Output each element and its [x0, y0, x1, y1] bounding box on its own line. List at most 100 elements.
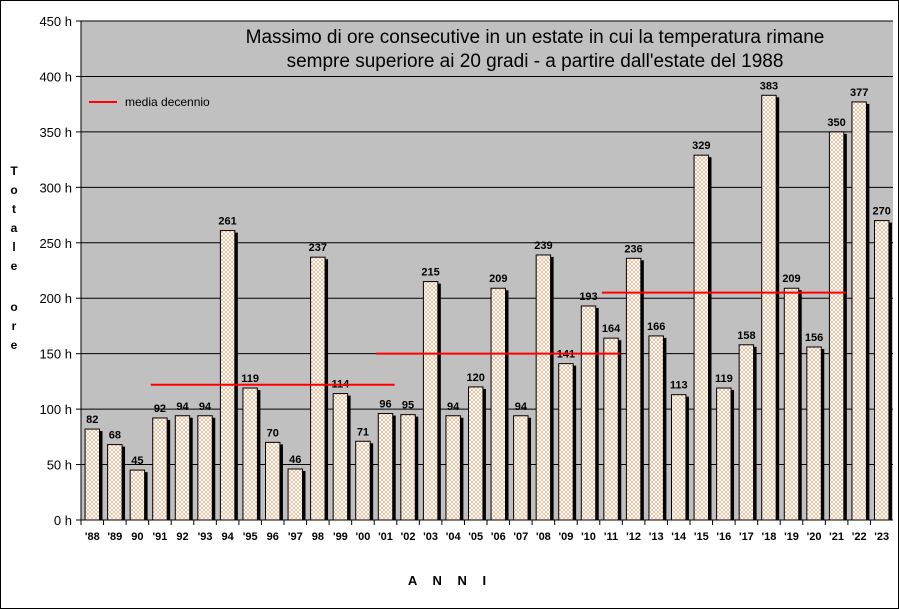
- bar-18: [761, 94, 777, 521]
- data-label: 94: [199, 401, 212, 413]
- y-axis-title-letter: o: [10, 183, 17, 197]
- y-tick-label: 350 h: [39, 125, 72, 140]
- y-axis-title-letter: o: [10, 300, 17, 314]
- bar-88: [84, 428, 100, 521]
- bar-20: [806, 346, 822, 521]
- bar-90: [129, 469, 146, 521]
- bar-23: [874, 220, 890, 521]
- bar-91: [152, 417, 168, 521]
- data-label: 95: [402, 400, 414, 412]
- plot-area: [81, 21, 893, 520]
- bar-22: [851, 101, 867, 521]
- x-tick-label: 96: [267, 531, 279, 543]
- data-label: 383: [760, 80, 778, 92]
- bar-09: [558, 363, 574, 521]
- y-tick-label: 300 h: [39, 180, 72, 195]
- data-label: 156: [805, 332, 823, 344]
- bar-97: [287, 468, 303, 521]
- data-label: 237: [309, 242, 327, 254]
- x-tick-label: '17: [739, 531, 754, 543]
- x-tick-label: '97: [288, 531, 303, 543]
- bar-16: [716, 387, 732, 521]
- data-label: 96: [379, 399, 391, 411]
- bar-10: [580, 305, 597, 521]
- y-tick-label: 450 h: [39, 14, 72, 29]
- x-tick-label: '05: [468, 531, 483, 543]
- x-tick-label: '21: [829, 531, 844, 543]
- x-tick-label: 92: [176, 531, 188, 543]
- x-tick-label: '18: [762, 531, 777, 543]
- y-tick-label: 250 h: [39, 236, 72, 251]
- bar-02: [400, 414, 416, 521]
- y-tick-label: 150 h: [39, 347, 72, 362]
- bar-21: [828, 131, 845, 521]
- bar-07: [513, 415, 529, 521]
- chart-title: Massimo di ore consecutive in un estate …: [246, 27, 825, 72]
- data-label: 158: [737, 330, 755, 342]
- bar-92: [174, 415, 191, 521]
- data-label: 377: [850, 87, 868, 99]
- x-tick-label: 94: [221, 531, 234, 543]
- data-label: 209: [489, 273, 507, 285]
- data-label: 71: [357, 426, 369, 438]
- x-tick-label: '91: [153, 531, 168, 543]
- bar-06: [490, 287, 506, 521]
- x-tick-label: '08: [536, 531, 551, 543]
- y-axis-title-letter: T: [10, 164, 18, 178]
- x-tick-label: '14: [671, 531, 687, 543]
- legend-label-media-decennio: media decennio: [125, 95, 210, 109]
- data-label: 92: [154, 403, 166, 415]
- x-tick-label: '11: [604, 531, 618, 543]
- data-label: 209: [782, 273, 800, 285]
- y-tick-label: 100 h: [39, 402, 72, 417]
- bar-15: [693, 154, 709, 521]
- data-label: 270: [873, 206, 891, 218]
- y-tick-label: 400 h: [39, 69, 72, 84]
- x-tick-label: 90: [131, 531, 143, 543]
- data-label: 45: [131, 455, 143, 467]
- x-tick-label: '16: [716, 531, 731, 543]
- data-label: 120: [467, 372, 485, 384]
- x-tick-label: '20: [807, 531, 822, 543]
- bar-03: [422, 281, 439, 521]
- data-label: 68: [109, 430, 121, 442]
- bar-17: [738, 344, 755, 521]
- data-label: 94: [515, 401, 528, 413]
- data-label: 329: [692, 140, 710, 152]
- x-tick-label: '07: [513, 531, 528, 543]
- x-tick-label: '15: [694, 531, 709, 543]
- x-tick-label: '95: [243, 531, 258, 543]
- bar-95: [242, 387, 258, 521]
- y-axis-title-letter: r: [12, 319, 17, 333]
- y-tick-label: 200 h: [39, 291, 72, 306]
- x-tick-label: '04: [446, 531, 462, 543]
- data-label: 113: [670, 380, 688, 392]
- x-tick-label: '10: [581, 531, 596, 543]
- bar-11: [603, 337, 619, 521]
- bar-93: [197, 415, 213, 521]
- x-tick-label: '99: [333, 531, 348, 543]
- x-tick-label: '06: [491, 531, 506, 543]
- legend: media decennio: [89, 95, 210, 109]
- data-label: 164: [602, 323, 621, 335]
- bar-99: [332, 393, 349, 521]
- y-tick-label: 0 h: [54, 513, 72, 528]
- bar-04: [445, 415, 461, 521]
- bar-01: [377, 413, 394, 521]
- y-tick-label: 50 h: [47, 458, 72, 473]
- x-axis-title: A N N I: [408, 573, 492, 588]
- bar-05: [468, 386, 484, 521]
- bar-19: [783, 287, 800, 521]
- y-axis-title-letter: e: [11, 259, 18, 273]
- chart-title-line-1: Massimo di ore consecutive in un estate …: [246, 27, 825, 48]
- bar-98: [310, 256, 326, 521]
- chart-title-line-2: sempre superiore ai 20 gradi - a partire…: [287, 51, 784, 72]
- x-tick-label: '03: [423, 531, 438, 543]
- x-tick-label: '12: [626, 531, 641, 543]
- data-label: 46: [289, 454, 301, 466]
- data-label: 119: [241, 373, 259, 385]
- bar-94: [219, 230, 236, 521]
